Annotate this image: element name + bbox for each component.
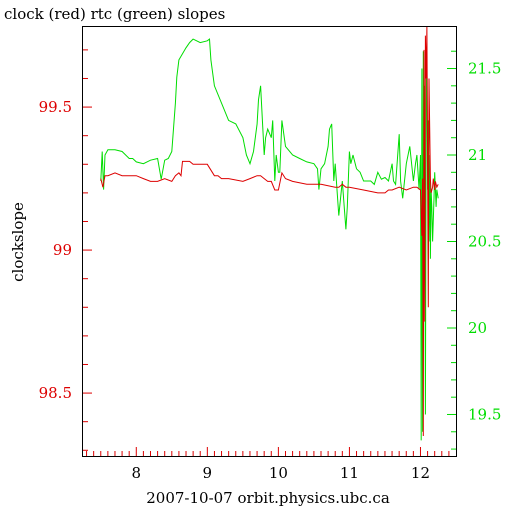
plot-frame xyxy=(82,26,457,457)
x-axis-label: 2007-10-07 orbit.physics.ubc.ca xyxy=(146,489,390,507)
x-axis-ticks: 8 9 10 11 12 xyxy=(86,447,450,482)
left-tick-label: 99 xyxy=(53,241,72,259)
right-tick-label: 20 xyxy=(468,319,487,337)
right-axis-ticks: 19.5 20 20.5 21 21.5 xyxy=(447,50,501,450)
right-tick-label: 21 xyxy=(468,146,487,164)
left-axis-ticks: 98.5 99 99.5 xyxy=(39,49,92,451)
right-tick-label: 19.5 xyxy=(468,405,501,423)
x-tick-label: 10 xyxy=(269,464,288,482)
x-tick-label: 11 xyxy=(340,464,359,482)
x-tick-label: 9 xyxy=(203,464,213,482)
left-tick-label: 98.5 xyxy=(39,384,72,402)
y-axis-label: clockslope xyxy=(9,202,27,282)
x-tick-label: 8 xyxy=(132,464,142,482)
right-tick-label: 20.5 xyxy=(468,233,501,251)
right-tick-label: 21.5 xyxy=(468,60,501,78)
clock-series-line xyxy=(100,26,439,437)
rtc-series-line xyxy=(100,38,439,441)
series-layer xyxy=(100,26,439,441)
chart-title: clock (red) rtc (green) slopes xyxy=(4,5,225,23)
left-tick-label: 99.5 xyxy=(39,98,72,116)
x-tick-label: 12 xyxy=(411,464,430,482)
